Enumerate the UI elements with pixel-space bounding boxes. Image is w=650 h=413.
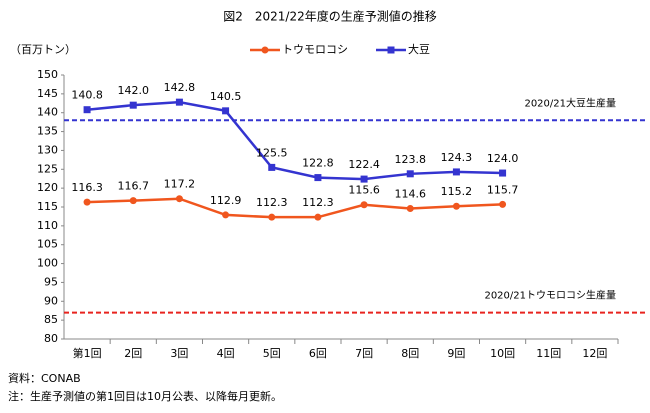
y-tick-label: 100 [37, 257, 58, 270]
y-tick-label: 80 [44, 332, 58, 345]
data-label: 124.3 [441, 151, 473, 164]
data-label: 122.4 [348, 158, 380, 171]
legend-label: 大豆 [408, 42, 430, 56]
data-label: 124.0 [487, 152, 519, 165]
marker [360, 201, 368, 209]
y-tick-label: 130 [37, 143, 58, 156]
data-label: 112.3 [256, 196, 288, 209]
marker [499, 169, 507, 177]
reference-label: 2020/21大豆生産量 [524, 96, 616, 109]
y-tick-label: 110 [37, 219, 58, 232]
data-label: 140.5 [210, 90, 242, 103]
chart-title: 図2 2021/22年度の生産予測値の推移 [223, 9, 437, 24]
marker [360, 175, 368, 183]
y-tick-label: 145 [37, 87, 58, 100]
legend-marker [387, 46, 395, 54]
y-tick-label: 95 [44, 275, 58, 288]
marker [175, 195, 183, 203]
marker [452, 202, 460, 210]
data-label: 115.7 [487, 183, 519, 196]
marker [129, 197, 137, 205]
note: 注：生産予測値の第1回目は10月公表、以降毎月更新。 [8, 389, 282, 403]
marker [222, 107, 230, 115]
marker [406, 205, 414, 213]
marker [499, 200, 507, 208]
x-tick-label: 7回 [355, 347, 373, 360]
data-label: 115.2 [441, 185, 473, 198]
data-label: 125.5 [256, 146, 288, 159]
legend-marker [261, 46, 269, 54]
reference-label: 2020/21トウモロコシ生産量 [484, 289, 616, 302]
x-tick-label: 4回 [217, 347, 235, 360]
marker [83, 106, 91, 114]
data-label: 116.3 [71, 181, 103, 194]
x-tick-label: 11回 [536, 347, 561, 360]
y-tick-label: 85 [44, 313, 58, 326]
marker [268, 213, 276, 221]
data-label: 117.2 [164, 178, 196, 191]
x-tick-label: 2回 [124, 347, 142, 360]
marker [222, 211, 230, 219]
series-line [86, 100, 503, 181]
x-tick-label: 3回 [170, 347, 188, 360]
marker [83, 198, 91, 206]
marker [406, 170, 414, 178]
series-line [87, 197, 503, 219]
data-label: 112.3 [302, 196, 334, 209]
data-label: 115.6 [348, 184, 380, 197]
y-tick-label: 135 [37, 125, 58, 138]
y-tick-label: 125 [37, 162, 58, 175]
data-label: 114.6 [395, 188, 427, 201]
legend-label: トウモロコシ [282, 43, 348, 56]
x-tick-label: 10回 [490, 347, 515, 360]
x-tick-label: 5回 [263, 347, 281, 360]
y-tick-label: 90 [44, 294, 58, 307]
x-tick-label: 6回 [309, 347, 327, 360]
data-label: 122.8 [302, 157, 334, 170]
y-tick-label: 120 [37, 181, 58, 194]
note: 資料：CONAB [8, 371, 81, 385]
x-tick-label: 9回 [447, 347, 465, 360]
y-tick-label: 115 [37, 200, 58, 213]
data-label: 142.8 [164, 81, 196, 94]
marker [452, 168, 460, 176]
data-label: 116.7 [118, 180, 150, 193]
y-tick-label: 105 [37, 238, 58, 251]
data-label: 112.9 [210, 194, 242, 207]
y-axis-label: （百万トン） [10, 43, 76, 56]
marker [314, 213, 322, 221]
x-tick-label: 第1回 [73, 346, 102, 360]
data-label: 140.8 [71, 89, 103, 102]
marker [175, 98, 183, 106]
x-tick-label: 12回 [582, 347, 607, 360]
data-label: 142.0 [118, 84, 150, 97]
marker [268, 163, 276, 171]
data-label: 123.8 [395, 153, 427, 166]
marker [129, 101, 137, 109]
y-tick-label: 140 [37, 106, 58, 119]
x-tick-label: 8回 [401, 347, 419, 360]
y-tick-label: 150 [37, 68, 58, 81]
marker [314, 174, 322, 182]
